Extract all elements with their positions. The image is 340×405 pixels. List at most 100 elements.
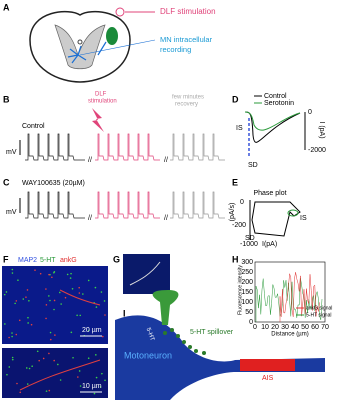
micrograph xyxy=(123,254,170,294)
puncta xyxy=(95,306,98,308)
puncta xyxy=(11,268,14,271)
e-yaxis: (pA/s) xyxy=(229,203,236,222)
c-cond: WAY100635 (20µM) xyxy=(22,180,85,187)
puncta xyxy=(48,389,51,392)
micrograph xyxy=(2,348,108,398)
neuron xyxy=(106,27,118,45)
legend: Control xyxy=(264,93,287,100)
axon xyxy=(59,289,101,306)
trace xyxy=(170,191,225,219)
puncta xyxy=(45,288,47,290)
axon xyxy=(129,261,161,286)
vesicles xyxy=(163,328,206,355)
trace xyxy=(25,133,85,161)
y-tick-label: 150 xyxy=(241,289,253,296)
b-rec: recovery xyxy=(175,102,198,108)
puncta xyxy=(4,323,6,325)
panel-label: D xyxy=(232,94,239,104)
panel-label: B xyxy=(3,94,10,104)
plot-frame xyxy=(254,261,326,323)
puncta xyxy=(64,296,67,299)
puncta xyxy=(79,314,82,317)
e-title: Phase plot xyxy=(253,190,286,197)
y-tick-label: 300 xyxy=(241,259,253,266)
puncta xyxy=(27,322,29,324)
b-rec: few minutes xyxy=(172,95,204,101)
e-sd: SD xyxy=(245,235,255,242)
h-xaxis: Distance (µm) xyxy=(271,332,308,338)
y-tick-label: 100 xyxy=(241,299,253,306)
panel-label: F xyxy=(3,254,9,264)
h-yaxis: Fluorescence intensity xyxy=(237,265,243,315)
puncta xyxy=(42,357,45,360)
y-tick-label: 250 xyxy=(241,269,253,276)
puncta xyxy=(94,286,97,289)
puncta xyxy=(101,335,104,338)
phase-loop xyxy=(251,201,301,237)
y-tick-label: 50 xyxy=(245,309,253,316)
puncta xyxy=(72,356,74,359)
puncta xyxy=(11,332,13,334)
y-tick-label: 0 xyxy=(249,319,253,326)
puncta xyxy=(15,333,18,336)
puncta xyxy=(27,316,29,319)
puncta xyxy=(59,379,62,381)
puncta xyxy=(78,286,80,289)
puncta xyxy=(70,272,72,275)
x-tick-label: 30 xyxy=(281,324,289,331)
puncta xyxy=(48,352,50,355)
puncta xyxy=(11,356,14,359)
b-stim: DLF xyxy=(95,92,107,98)
d-tick: 0 xyxy=(308,109,312,116)
puncta xyxy=(57,363,59,366)
panel-label: G xyxy=(113,254,120,264)
d-sd: SD xyxy=(248,162,258,169)
break: // xyxy=(88,157,92,164)
d-is: IS xyxy=(236,125,243,132)
rec-line xyxy=(79,39,156,56)
b-cond: Control xyxy=(22,123,45,130)
puncta xyxy=(100,291,103,293)
puncta xyxy=(25,296,27,298)
puncta xyxy=(36,350,39,353)
stim-electrode xyxy=(115,7,125,17)
puncta xyxy=(34,269,36,271)
d-tick: -2000 xyxy=(308,147,326,154)
puncta xyxy=(49,299,51,302)
i-neuron: Motoneuron xyxy=(124,350,172,360)
puncta xyxy=(53,359,55,362)
puncta xyxy=(8,336,10,339)
puncta xyxy=(51,276,53,279)
puncta xyxy=(14,302,16,305)
puncta xyxy=(8,366,11,368)
puncta xyxy=(101,372,103,375)
i-ht: 5-HT xyxy=(145,327,155,342)
e-tick: 0 xyxy=(240,199,244,206)
legend: 5-HT signal xyxy=(306,312,331,318)
puncta xyxy=(17,279,19,281)
trace xyxy=(244,111,301,131)
a-stim: DLF stimulation xyxy=(160,7,216,16)
puncta xyxy=(28,299,30,302)
puncta xyxy=(99,386,102,388)
stain: ankG xyxy=(60,257,77,264)
puncta xyxy=(11,335,13,338)
panel-label: E xyxy=(232,177,238,187)
puncta xyxy=(93,392,96,395)
e-xaxis: I(pA) xyxy=(262,241,277,248)
puncta xyxy=(82,293,84,295)
mn xyxy=(67,41,107,64)
b-stim: stimulation xyxy=(88,99,117,105)
puncta xyxy=(26,383,29,385)
x-tick-label: 70 xyxy=(321,324,329,331)
puncta xyxy=(95,354,97,356)
d-axis: I (pA) xyxy=(318,121,325,138)
puncta xyxy=(95,376,98,379)
puncta xyxy=(79,385,82,387)
puncta xyxy=(49,331,52,334)
break: // xyxy=(164,157,168,164)
spinal-cord xyxy=(29,10,131,83)
trace xyxy=(255,277,323,322)
puncta xyxy=(104,314,106,316)
puncta xyxy=(45,317,47,320)
